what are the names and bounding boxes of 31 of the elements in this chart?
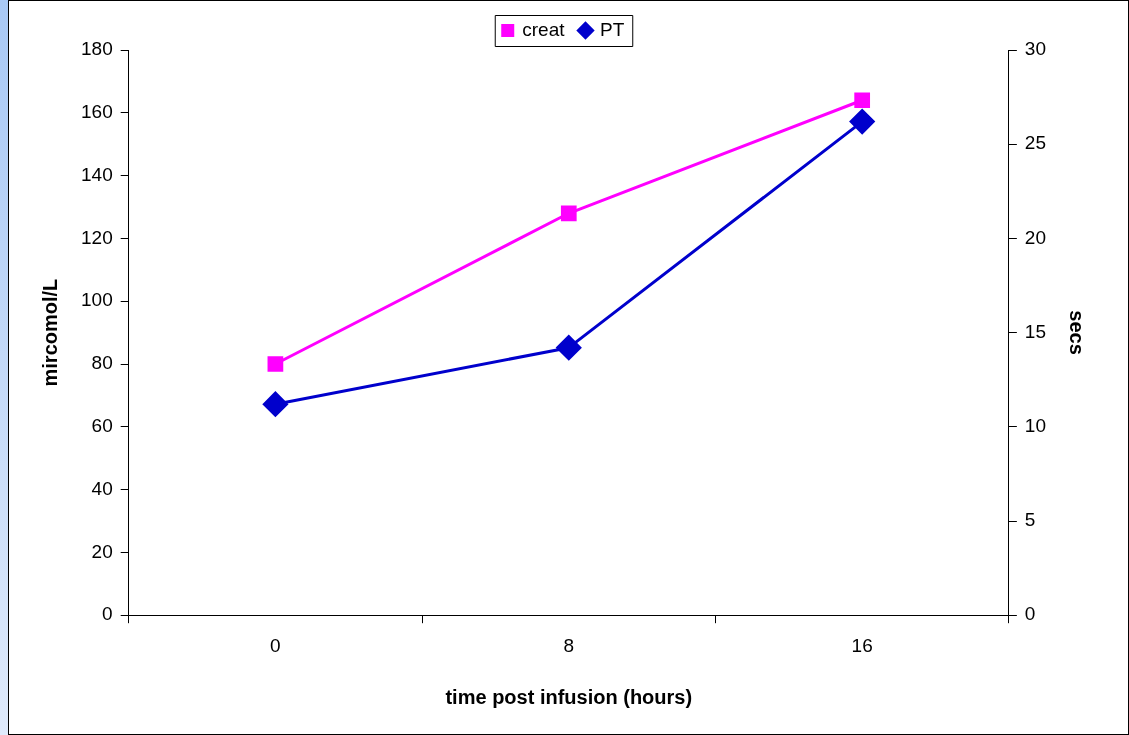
y-tick-label: 120	[81, 226, 113, 248]
y2-tick-label: 0	[1024, 603, 1036, 625]
y-tick-label: 160	[81, 101, 113, 123]
y-tick-label: 180	[81, 38, 113, 60]
point	[267, 356, 284, 372]
x-tick-label: 16	[851, 634, 873, 656]
point	[849, 109, 875, 135]
y-tick-label: 140	[81, 163, 113, 185]
y-tick-label: 40	[91, 477, 113, 499]
legend-label: PT	[599, 18, 625, 40]
y-tick-label: 20	[91, 540, 113, 562]
y2-tick-label: 20	[1024, 226, 1047, 248]
y-tick-label: 100	[81, 289, 113, 311]
point	[560, 205, 577, 222]
y2-tick-label: 25	[1024, 132, 1047, 154]
y2-tick-label: 15	[1024, 320, 1047, 342]
legend-label: creat	[522, 18, 566, 40]
x-tick-label: 8	[563, 634, 575, 656]
x-tick-label: 0	[270, 634, 281, 656]
y-tick-label: 0	[102, 603, 113, 625]
y2-axis-title: secs	[1066, 310, 1089, 355]
point	[556, 335, 582, 361]
x-axis-title: time post infusion (hours)	[445, 685, 693, 708]
y2-tick-label: 5	[1024, 509, 1036, 531]
point	[262, 391, 288, 417]
y2-tick-label: 30	[1024, 38, 1047, 60]
y2-tick-label: 10	[1024, 415, 1047, 437]
y-tick-label: 80	[91, 352, 113, 374]
y-axis-title: mircomol/L	[38, 278, 61, 387]
y-tick-label: 60	[91, 415, 113, 437]
point	[854, 92, 871, 109]
